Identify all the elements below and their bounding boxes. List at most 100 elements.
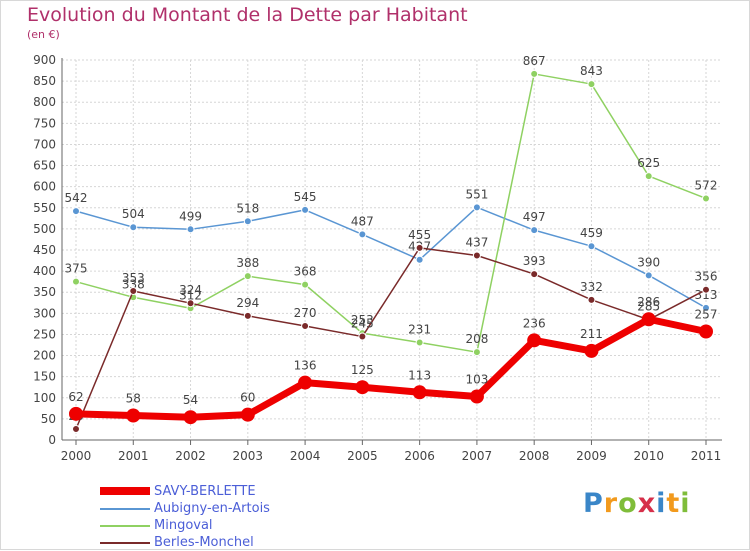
data-point [702, 285, 710, 294]
data-point [126, 408, 141, 423]
y-tick-label: 100 [33, 391, 56, 405]
data-label: 253 [351, 313, 374, 327]
data-label: 388 [236, 256, 259, 270]
data-label: 286 [637, 295, 660, 309]
y-tick-label: 50 [41, 412, 56, 426]
data-label: 103 [465, 373, 488, 387]
y-tick-label: 650 [33, 159, 56, 173]
data-label: 572 [695, 178, 718, 192]
data-point [358, 230, 367, 239]
data-label: 545 [294, 190, 317, 204]
chart-title: Evolution du Montant de la Dette par Hab… [27, 4, 468, 26]
data-point [587, 242, 596, 251]
data-label: 338 [122, 277, 145, 291]
data-point [129, 223, 138, 232]
data-point [472, 348, 481, 357]
data-point [415, 338, 424, 347]
data-point [469, 389, 484, 404]
legend-item-aubigny-en-artois: Aubigny-en-Artois [100, 500, 360, 517]
data-point [530, 69, 539, 78]
logo-letter: o [618, 488, 638, 519]
series-line [75, 73, 707, 353]
data-label: 504 [122, 207, 145, 221]
legend-swatch [100, 487, 150, 495]
legend-item-savy-berlette: SAVY-BERLETTE [100, 483, 360, 500]
y-tick-label: 750 [33, 116, 56, 130]
data-point [69, 406, 83, 421]
legend-label: Mingoval [154, 518, 213, 533]
legend-label: Berles-Monchel [154, 535, 254, 550]
data-label: 518 [236, 201, 259, 215]
legend-label: SAVY-BERLETTE [154, 484, 256, 499]
data-label: 245 [351, 317, 374, 331]
data-label: 332 [580, 280, 603, 294]
data-label: 542 [65, 191, 88, 205]
logo-letter: t [666, 488, 681, 519]
y-tick-label: 900 [33, 53, 56, 67]
data-label: 257 [695, 307, 718, 321]
y-tick-label: 400 [33, 264, 56, 278]
data-point [186, 225, 195, 234]
y-tick-label: 350 [33, 285, 56, 299]
legend-item-berles-monchel: Berles-Monchel [100, 534, 360, 551]
data-label: 294 [236, 296, 259, 310]
x-tick-label: 2007 [462, 449, 493, 463]
legend-item-mingoval: Mingoval [100, 517, 360, 534]
data-point [355, 380, 370, 395]
logo-letter: P [583, 488, 604, 519]
legend-label: Aubigny-en-Artois [154, 501, 270, 516]
logo-letter: i [656, 488, 667, 519]
data-label: 208 [465, 332, 488, 346]
data-point [527, 333, 542, 348]
data-label: 313 [695, 288, 718, 302]
chart-subtitle: (en €) [27, 28, 60, 41]
x-tick-label: 2000 [61, 449, 92, 463]
data-point [72, 425, 80, 434]
data-point [587, 80, 596, 89]
data-label: 437 [465, 235, 488, 249]
data-point [702, 303, 710, 312]
data-point [472, 251, 481, 260]
x-tick-label: 2011 [691, 449, 722, 463]
logo-letter: r [603, 488, 619, 519]
data-point [412, 385, 427, 400]
data-point [186, 299, 195, 308]
data-label: 353 [122, 271, 145, 285]
data-label: 270 [294, 306, 317, 320]
data-point [644, 271, 653, 280]
data-point [243, 311, 252, 320]
data-point [301, 322, 310, 330]
y-tick-label: 850 [33, 74, 56, 88]
y-tick-label: 800 [33, 95, 56, 109]
legend-swatch [100, 525, 150, 527]
y-tick-label: 300 [33, 306, 56, 320]
data-point [301, 205, 310, 214]
x-tick-label: 2004 [290, 449, 321, 463]
data-label: 356 [695, 270, 718, 284]
data-label: 231 [408, 322, 431, 336]
data-label: 368 [294, 265, 317, 279]
series-line [75, 206, 707, 309]
legend-swatch [100, 542, 150, 544]
y-tick-label: 600 [33, 180, 56, 194]
data-point [243, 217, 252, 226]
data-label: 211 [580, 327, 603, 341]
data-label: 136 [294, 359, 317, 373]
x-tick-label: 2002 [175, 449, 206, 463]
series-line [75, 247, 707, 430]
y-tick-label: 550 [33, 201, 56, 215]
logo-letter: x [637, 488, 657, 519]
data-point [699, 324, 713, 339]
data-point [415, 243, 424, 252]
y-tick-label: 0 [48, 433, 56, 447]
x-tick-label: 2006 [404, 449, 435, 463]
data-point [129, 286, 138, 295]
data-label: 62 [68, 390, 83, 404]
data-label: 324 [179, 283, 202, 297]
data-label: 54 [183, 393, 198, 407]
y-tick-label: 200 [33, 349, 56, 363]
x-tick-label: 2005 [347, 449, 378, 463]
data-label: 867 [523, 54, 546, 68]
data-label: 499 [179, 209, 202, 223]
